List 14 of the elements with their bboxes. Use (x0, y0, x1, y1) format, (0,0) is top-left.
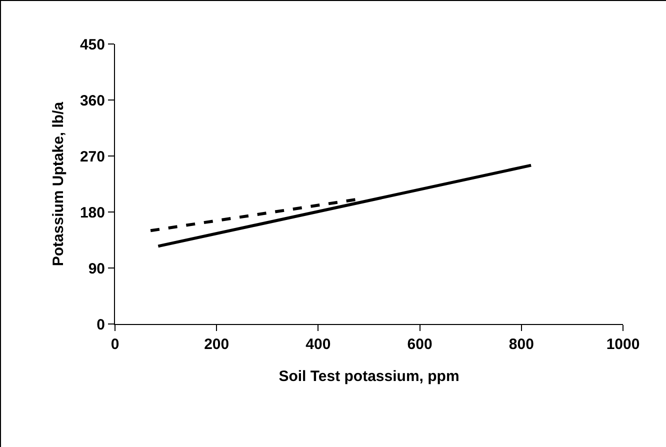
y-tick-label: 90 (88, 260, 105, 278)
x-tick-label: 0 (110, 336, 120, 353)
y-tick-label: 270 (80, 148, 105, 166)
x-tick-label: 800 (508, 336, 534, 353)
x-tick-label: 200 (204, 336, 230, 353)
x-axis-title: Soil Test potassium, ppm (278, 368, 460, 385)
x-tick-label: 1000 (606, 336, 640, 353)
x-tick-label: 600 (407, 336, 432, 353)
y-tick-label: 450 (80, 36, 105, 54)
y-tick-label: 180 (80, 204, 105, 222)
y-axis-title: Potassium Uptake, lb/a (50, 101, 68, 266)
x-tick-label: 400 (306, 336, 331, 353)
y-tick-label: 0 (96, 316, 105, 334)
y-tick-label: 360 (80, 92, 105, 110)
